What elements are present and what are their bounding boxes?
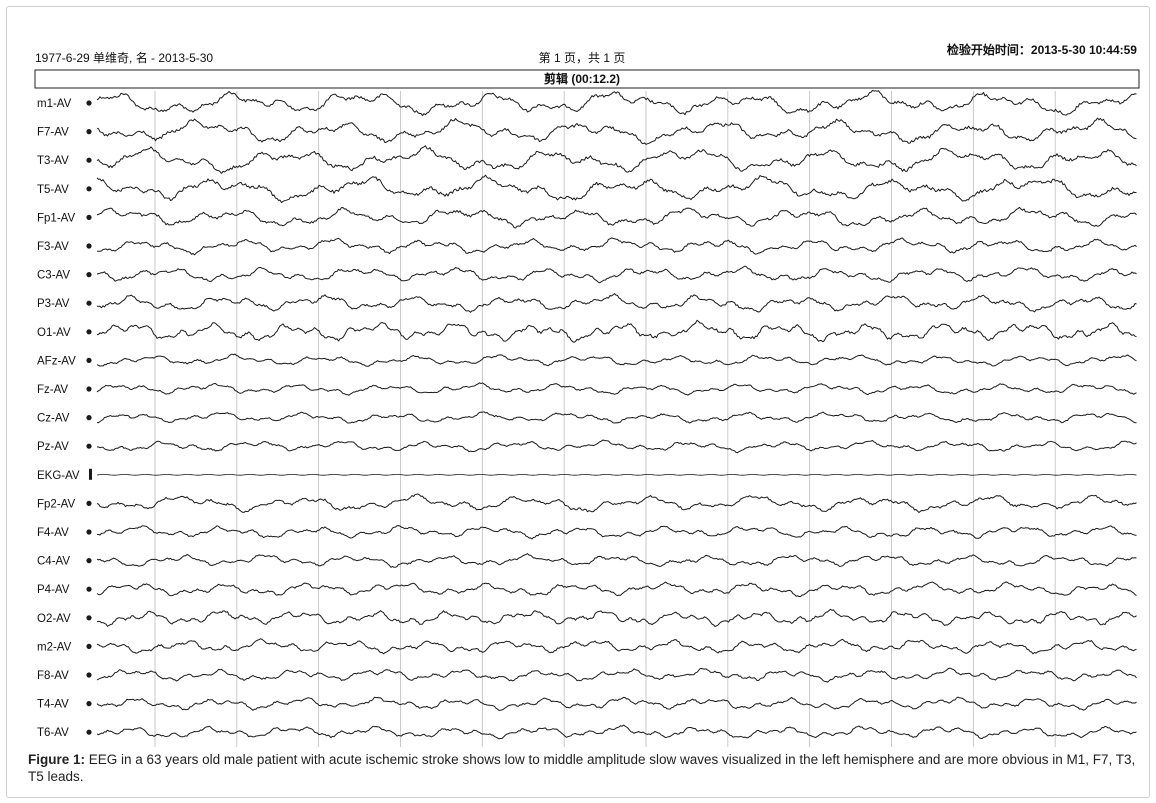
clip-label: 剪辑 (00:12.2) <box>544 71 620 86</box>
trace-fp1-av <box>96 206 1137 229</box>
channel-label-f8-av: F8-AV <box>37 670 69 682</box>
trace-fp2-av <box>96 493 1137 513</box>
trace-c4-av <box>96 553 1137 568</box>
channel-label-f4-av: F4-AV <box>37 527 69 539</box>
electrode-dot <box>86 129 92 135</box>
electrode-dot <box>86 415 92 421</box>
trace-t4-av <box>96 696 1137 711</box>
electrode-dot <box>86 701 92 707</box>
channel-label-t3-av: T3-AV <box>37 155 69 167</box>
electrode-dot <box>86 357 92 363</box>
trace-ekg-av <box>96 474 1137 476</box>
electrode-dot <box>86 643 92 650</box>
electrode-dot <box>86 729 92 735</box>
trace-o1-av <box>96 319 1137 343</box>
header-left: 1977-6-29 单维奇, 名 - 2013-5-30 <box>35 50 213 65</box>
eeg-traces <box>96 89 1137 740</box>
channel-label-p4-av: P4-AV <box>37 584 70 596</box>
trace-f3-av <box>96 237 1137 256</box>
electrode-dot <box>86 214 92 220</box>
header-center: 第 1 页，共 1 页 <box>539 51 626 65</box>
header-right: 检验开始时间：2013-5-30 10:44:59 <box>947 42 1137 57</box>
channel-label-pz-av: Pz-AV <box>37 441 69 453</box>
channel-label-m1-av: m1-AV <box>37 98 72 110</box>
trace-m2-av <box>96 638 1137 655</box>
electrode-dot <box>86 386 92 392</box>
electrode-dot <box>86 100 92 106</box>
channel-label-f3-av: F3-AV <box>37 241 69 253</box>
electrode-dot <box>86 443 92 449</box>
channel-label-fp2-av: Fp2-AV <box>37 498 75 510</box>
figure-caption: Figure 1: EEG in a 63 years old male pat… <box>28 751 1138 785</box>
channel-labels: m1-AV F7-AV T3-AV T5-AV Fp1-AV F3-AV C3-AV P3-A… <box>37 98 92 739</box>
electrode-dot <box>86 300 92 306</box>
trace-t5-av <box>96 174 1137 204</box>
eeg-record-page: 1977-6-29 单维奇, 名 - 2013-5-30 第 1 页，共 1 页… <box>27 35 1147 755</box>
electrode-dot <box>86 586 92 592</box>
channel-label-t5-av: T5-AV <box>37 184 69 196</box>
electrode-dot <box>86 243 92 249</box>
trace-m1-av <box>96 89 1137 117</box>
electrode-dot <box>86 157 92 163</box>
caption-label: Figure 1: <box>28 752 86 767</box>
channel-label-t4-av: T4-AV <box>37 699 69 711</box>
channel-label-p3-av: P3-AV <box>37 298 70 310</box>
electrode-dot <box>86 500 92 506</box>
trace-afz-av <box>96 353 1137 367</box>
trace-fz-av <box>96 382 1137 396</box>
electrode-dot <box>86 186 92 192</box>
electrode-dot <box>86 329 92 335</box>
figure-frame: 1977-6-29 单维奇, 名 - 2013-5-30 第 1 页，共 1 页… <box>6 6 1150 798</box>
electrode-dot <box>86 615 92 621</box>
trace-t6-av <box>96 724 1137 740</box>
trace-pz-av <box>96 439 1137 454</box>
trace-p3-av <box>97 293 1137 313</box>
caption-text: EEG in a 63 years old male patient with … <box>28 752 1136 784</box>
trace-f8-av <box>96 667 1137 683</box>
second-markers <box>154 91 1056 747</box>
channel-label-m2-av: m2-AV <box>37 641 72 653</box>
channel-label-c4-av: C4-AV <box>37 556 70 568</box>
channel-label-ekg-av: EKG-AV <box>37 470 80 482</box>
trace-o2-av <box>96 608 1137 627</box>
trace-cz-av <box>96 411 1137 424</box>
channel-label-c3-av: C3-AV <box>37 270 70 282</box>
clip-label-box <box>34 69 1140 89</box>
trace-f7-av <box>96 117 1137 145</box>
channel-label-o1-av: O1-AV <box>37 327 71 339</box>
electrode-dot <box>86 272 92 278</box>
electrode-dot <box>86 672 92 678</box>
channel-label-cz-av: Cz-AV <box>37 413 70 425</box>
channel-label-f7-av: F7-AV <box>37 127 69 139</box>
trace-p4-av <box>96 581 1137 597</box>
channel-label-t6-av: T6-AV <box>37 727 69 739</box>
channel-label-o2-av: O2-AV <box>37 613 71 625</box>
electrode-dot <box>86 529 92 535</box>
ekg-marker <box>89 468 92 480</box>
trace-f4-av <box>96 525 1137 540</box>
trace-t3-av <box>96 145 1137 174</box>
channel-label-afz-av: AFz-AV <box>37 355 76 367</box>
eeg-chart: 1977-6-29 单维奇, 名 - 2013-5-30 第 1 页，共 1 页… <box>34 42 1140 747</box>
trace-c3-av <box>96 265 1137 284</box>
channel-label-fp1-av: Fp1-AV <box>37 212 75 224</box>
electrode-dot <box>86 558 92 564</box>
channel-label-fz-av: Fz-AV <box>37 384 68 396</box>
